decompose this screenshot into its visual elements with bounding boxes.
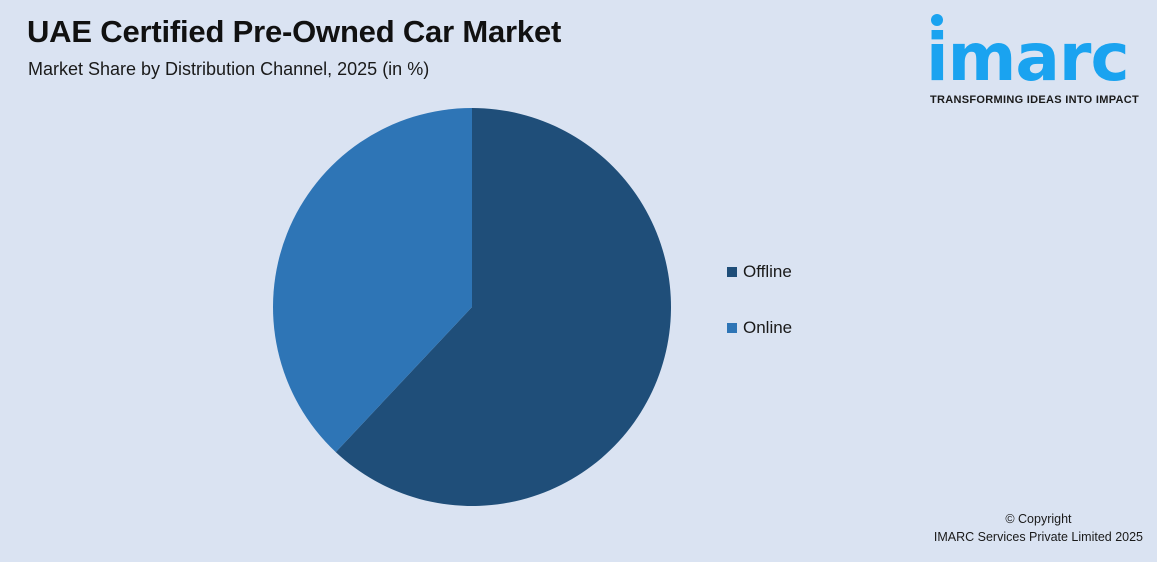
logo-tagline: TRANSFORMING IDEAS INTO IMPACT [930,94,1140,106]
pie-chart [273,108,671,506]
logo-wordmark: imarc [926,19,1130,96]
legend-item-online: Online [727,318,792,338]
legend-label-offline: Offline [743,262,792,281]
legend-swatch-online [727,323,737,333]
copyright-line-1: © Copyright [1005,512,1072,526]
logo-dot-icon [931,14,943,26]
pie-slice-online [273,108,472,453]
chart-title: UAE Certified Pre-Owned Car Market [27,14,562,49]
copyright-notice: © Copyright IMARC Services Private Limit… [934,510,1143,546]
legend-swatch-offline [727,267,737,277]
chart-legend: Offline Online [727,262,792,374]
legend-label-online: Online [743,318,793,337]
pie-slice-offline [335,108,671,506]
chart-subtitle: Market Share by Distribution Channel, 20… [28,59,430,79]
copyright-line-2: IMARC Services Private Limited 2025 [933,530,1143,544]
legend-item-offline: Offline [727,262,792,282]
imarc-logo: imarc TRANSFORMING IDEAS INTO IMPACT [926,12,1151,112]
